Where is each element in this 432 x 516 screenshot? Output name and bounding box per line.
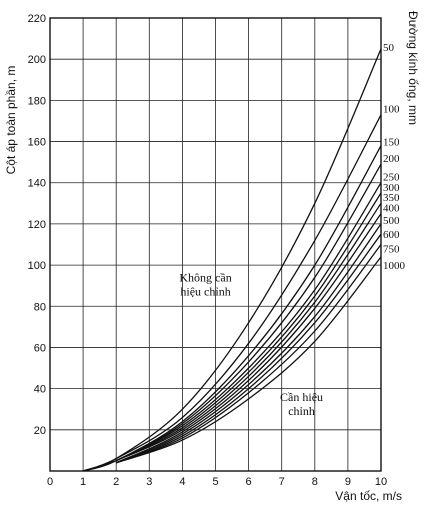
series-line-400 [115,213,382,464]
y-axis-title: Cột áp toàn phần, m [4,66,18,175]
diameter-label-350: 350 [383,192,400,204]
x-tick-label: 7 [279,476,285,488]
x-tick-label: 10 [375,476,387,488]
annotations: Không cần hiệu chỉnh Cần hiệu chỉnh [179,271,323,418]
x-tick-label: 0 [47,476,53,488]
x-tick-label: 1 [80,476,86,488]
y-tick-label: 140 [28,178,46,190]
x-tick-label: 4 [179,476,185,488]
x-axis-title: Vận tốc, m/s [335,489,402,503]
diameter-label-100: 100 [383,104,400,116]
y-tick-label: 180 [28,95,46,107]
y-tick-labels: 20 40 60 80 100 120 140 160 180 200 220 [28,13,46,437]
y-tick-label: 20 [34,425,46,437]
diameter-label-200: 200 [383,153,400,165]
y-tick-label: 80 [34,301,46,313]
x-tick-label: 5 [212,476,218,488]
annotation-line: chỉnh [288,404,315,418]
diameter-label-400: 400 [383,202,400,214]
series-line-300 [115,192,382,462]
diameter-label-500: 500 [383,215,400,227]
series-lines [82,48,382,472]
x-tick-label: 9 [345,476,351,488]
annotation-note: Không cần hiệu chỉnh [179,271,231,299]
x-tick-labels: 0 1 2 3 4 5 6 7 8 9 10 [47,476,387,488]
y-tick-label: 40 [34,384,46,396]
plot-frame [49,17,382,472]
y-tick-label: 100 [28,260,46,272]
diameter-label-50: 50 [383,42,395,54]
diameter-label-300: 300 [383,182,400,194]
series-line-500 [115,223,382,464]
series-line-600 [115,233,382,464]
x-tick-label: 8 [312,476,318,488]
y-tick-label: 220 [28,13,46,25]
diameter-label-250: 250 [383,172,400,184]
series-line-1000 [115,256,382,464]
series-line-100 [82,114,382,472]
y-tick-label: 120 [28,219,46,231]
annotation-line: Không cần [179,271,231,285]
annotation-note: Cần hiệu chỉnh [280,390,323,418]
x-tick-label: 2 [113,476,119,488]
right-axis-title: Đường kính ống, mm [406,11,420,125]
diameter-label-750: 750 [383,244,400,256]
series-line-250 [115,182,382,462]
annotation-line: hiệu chỉnh [180,285,230,299]
y-tick-label: 160 [28,137,46,149]
diameter-label-150: 150 [383,137,400,149]
annotation-line: Cần hiệu [280,390,323,404]
series-line-350 [115,202,382,462]
series-line-750 [115,244,382,464]
x-tick-label: 6 [246,476,252,488]
x-tick-label: 3 [146,476,152,488]
y-tick-label: 200 [28,54,46,66]
diameter-label-600: 600 [383,229,400,241]
diameter-label-1000: 1000 [383,260,406,272]
y-tick-label: 60 [34,342,46,354]
